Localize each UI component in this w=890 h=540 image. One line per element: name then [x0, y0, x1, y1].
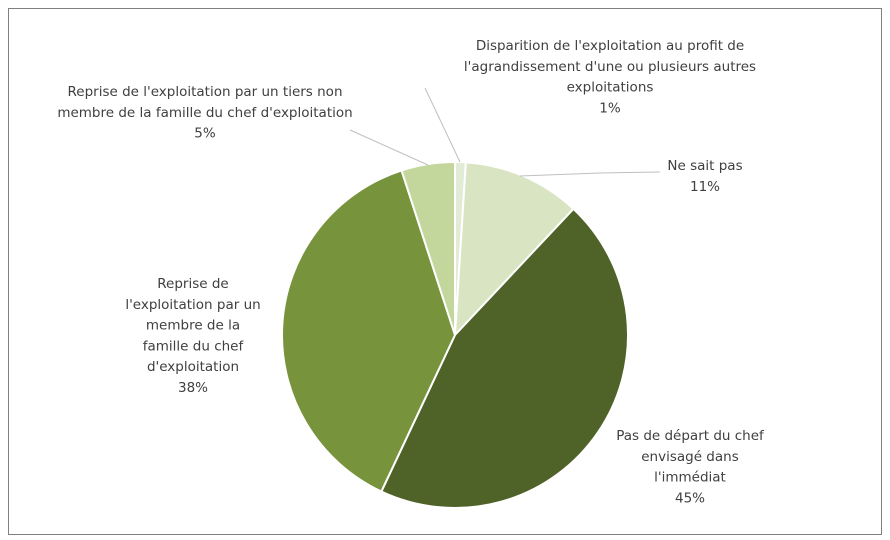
- slice-label: Reprise de l'exploitation par un membre de…: [125, 276, 260, 375]
- leader-line: [519, 171, 661, 177]
- slice-value-label: 38%: [178, 380, 208, 396]
- slice-label: Reprise de l'exploitation par un tiers n…: [57, 84, 352, 121]
- slice-label: Ne sait pas: [667, 158, 742, 174]
- slice-label: Pas de départ du chef envisagé dans l'immé…: [616, 428, 765, 486]
- slice-value-label: 1%: [599, 100, 621, 116]
- leader-line: [349, 129, 429, 166]
- pie-slice: [281, 169, 457, 493]
- pie-slice: [380, 207, 630, 510]
- slice-value-label: 45%: [675, 490, 705, 506]
- slice-value-label: 11%: [690, 179, 720, 195]
- pie-slice: [400, 160, 456, 336]
- slice-label: Disparition de l'exploitation au profit …: [464, 38, 756, 96]
- slice-value-label: 5%: [194, 126, 216, 142]
- leader-line: [424, 87, 461, 163]
